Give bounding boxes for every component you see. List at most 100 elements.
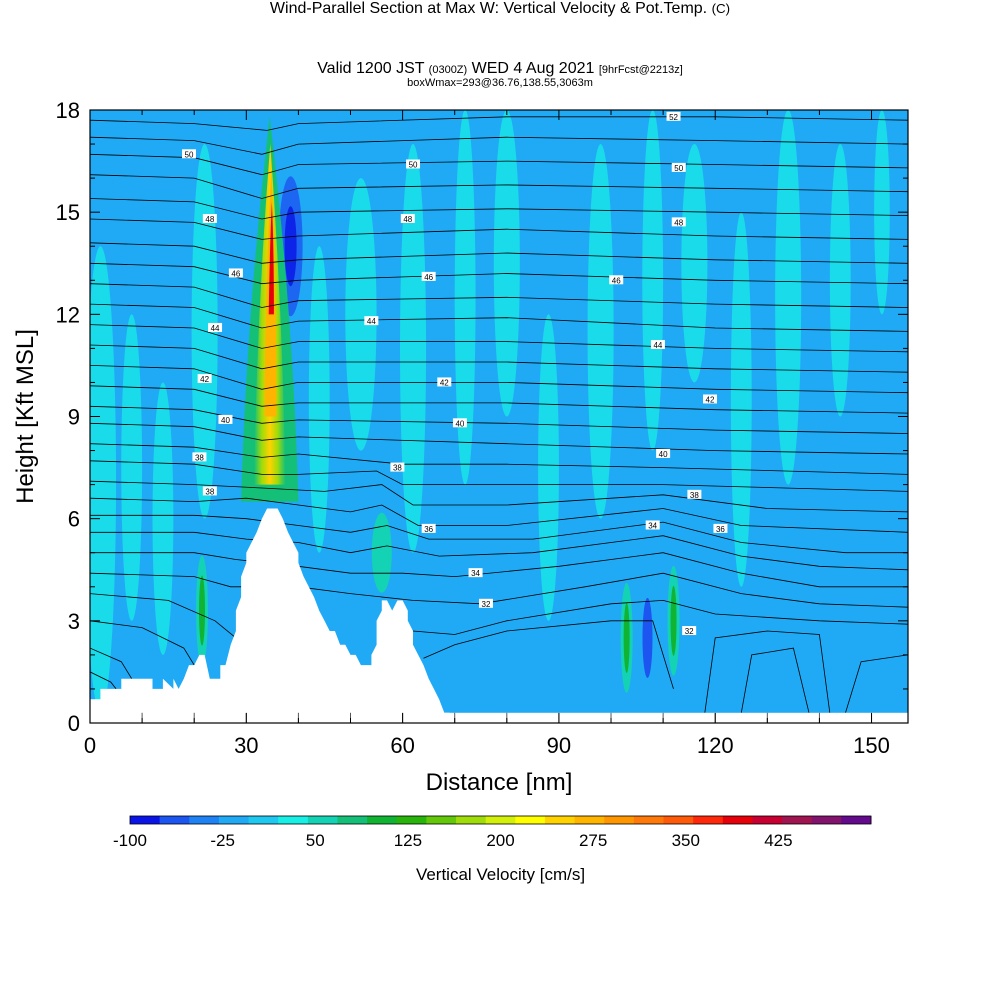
- colorbar-label: -25: [210, 831, 235, 850]
- updraft-streak: [400, 144, 427, 553]
- theta-contour: [90, 593, 237, 639]
- contour-label: 50: [674, 164, 683, 173]
- contour-label-bg: [437, 377, 452, 387]
- colorbar-swatch: [248, 816, 279, 824]
- colorbar-swatch: [159, 816, 190, 824]
- colorbar-swatch: [337, 816, 368, 824]
- colorbar-swatch: [426, 816, 457, 824]
- contour-label-bg: [421, 523, 436, 533]
- contour-label: 46: [231, 269, 240, 278]
- contour-label: 44: [367, 317, 376, 326]
- colorbar-swatch: [456, 816, 487, 824]
- contour-label: 36: [716, 525, 725, 534]
- theta-contour: [90, 514, 908, 554]
- contour-label: 36: [424, 525, 433, 534]
- theta-contour: [90, 324, 908, 353]
- colorbar-swatch: [722, 816, 753, 824]
- contour-label-bg: [202, 213, 217, 223]
- x-tick-label: 120: [697, 733, 734, 758]
- contour-label: 40: [659, 450, 668, 459]
- potential-temperature-contours: [90, 116, 908, 713]
- updraft-streak: [454, 110, 476, 485]
- theta-contour: [90, 480, 908, 513]
- contour-label-bg: [197, 374, 212, 384]
- colorbar-swatch: [574, 816, 605, 824]
- colorbar-label: 425: [764, 831, 792, 850]
- contour-label: 50: [409, 160, 418, 169]
- y-tick-label: 3: [68, 609, 80, 634]
- colorbar-label: 125: [394, 831, 422, 850]
- downdraft-cell: [642, 597, 653, 678]
- plume-max: [268, 201, 274, 315]
- theta-contour: [90, 174, 908, 199]
- theta-contour: [423, 620, 674, 690]
- terrain-profile: [90, 508, 450, 723]
- colorbar-swatch: [278, 816, 309, 824]
- contour-label-bg: [687, 489, 702, 499]
- theta-contour: [740, 647, 810, 713]
- contour-label-bg: [682, 626, 697, 636]
- downdraft-core-inner: [284, 206, 297, 287]
- y-tick-label: 0: [68, 711, 80, 736]
- chart-subtitle: Valid 1200 JST (0300Z) WED 4 Aug 2021 [9…: [0, 60, 1000, 78]
- contour-label: 38: [205, 487, 214, 496]
- updraft-streak: [681, 144, 708, 383]
- theta-contour: [90, 460, 908, 492]
- x-tick-label: 30: [234, 733, 258, 758]
- x-tick-label: 0: [84, 733, 96, 758]
- colorbar-swatch: [396, 816, 427, 824]
- theta-contour: [845, 654, 908, 713]
- colorbar-swatch: [515, 816, 546, 824]
- theta-contour: [90, 218, 908, 240]
- contour-label-bg: [192, 452, 207, 462]
- contour-label: 42: [706, 395, 715, 404]
- x-tick-label: 60: [390, 733, 414, 758]
- colorbar-label: 50: [306, 831, 325, 850]
- contour-label: 44: [211, 324, 220, 333]
- contour-label: 38: [690, 491, 699, 500]
- contour-label: 38: [393, 464, 402, 473]
- contour-label-bg: [452, 418, 467, 428]
- contour-label-bg: [713, 523, 728, 533]
- contour-label: 34: [648, 521, 657, 530]
- contour-label-bg: [656, 448, 671, 458]
- contour-label-bg: [364, 316, 379, 326]
- theta-contour: [90, 303, 908, 332]
- contour-label-bg: [645, 520, 660, 530]
- theta-contour: [412, 599, 908, 635]
- ground-strip: [90, 712, 908, 723]
- colorbar-swatch: [367, 816, 398, 824]
- contour-label: 48: [403, 215, 412, 224]
- chart-title: Wind-Parallel Section at Max W: Vertical…: [0, 0, 1000, 18]
- theta-contour: [90, 497, 908, 533]
- colorbar-swatch: [633, 816, 665, 824]
- y-tick-label: 6: [68, 507, 80, 532]
- theta-contour: [90, 405, 908, 434]
- valid-date: WED 4 Aug 2021: [471, 60, 595, 77]
- theta-contour: [90, 531, 908, 571]
- contour-label: 50: [185, 150, 194, 159]
- colorbar-label: 350: [672, 831, 700, 850]
- contour-label: 48: [205, 215, 214, 224]
- updraft-cell-core: [670, 585, 677, 656]
- contour-label-bg: [228, 268, 243, 278]
- contour-label: 38: [195, 453, 204, 462]
- contour-label-bg: [208, 322, 223, 332]
- updraft-streak: [642, 110, 664, 451]
- colorbar-swatch: [841, 816, 872, 824]
- copyright-mark: (C): [711, 1, 731, 16]
- colorbar-swatch: [604, 816, 635, 824]
- contour-label-bg: [666, 111, 681, 121]
- updraft-streak: [587, 144, 614, 519]
- theta-contour: [90, 552, 908, 588]
- theta-contour: [90, 385, 908, 414]
- contour-label: 32: [482, 600, 491, 609]
- colorbar-title: Vertical Velocity [cm/s]: [416, 865, 585, 884]
- y-tick-label: 12: [56, 302, 80, 327]
- updraft-streak: [152, 382, 174, 655]
- contour-label-bg: [703, 394, 718, 404]
- contour-label: 40: [221, 416, 230, 425]
- contour-label-bg: [650, 339, 665, 349]
